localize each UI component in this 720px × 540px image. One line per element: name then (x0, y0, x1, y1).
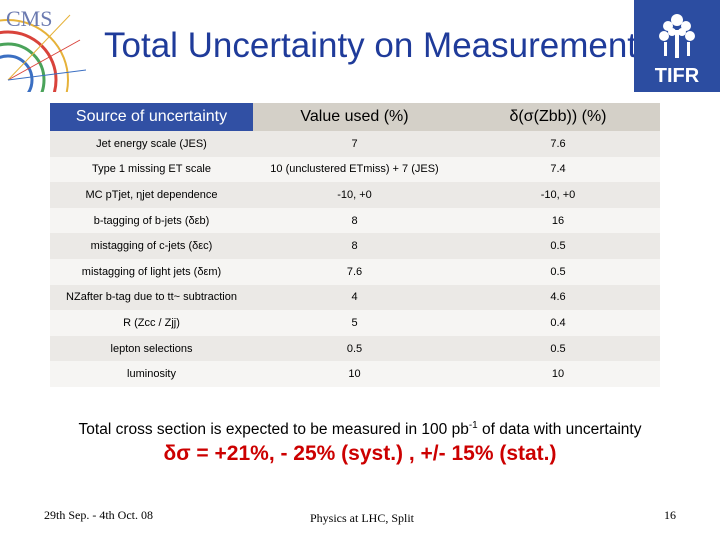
cell-source: NZafter b-tag due to tt~ subtraction (50, 284, 253, 311)
cell-source: b-tagging of b-jets (δεb) (50, 207, 253, 234)
cell-value: 5 (253, 310, 456, 336)
cell-delta: 0.4 (456, 310, 660, 336)
cell-value: 8 (253, 207, 456, 234)
cms-logo: CMS (0, 0, 87, 141)
header-value-used: Value used (%) (253, 103, 456, 131)
cell-delta: -10, +0 (456, 182, 660, 208)
cell-delta: 7.4 (456, 156, 660, 183)
page-title: Total Uncertainty on Measurement (104, 26, 638, 65)
cell-value: -10, +0 (253, 182, 456, 208)
footer-date: 29th Sep. - 4th Oct. 08 (44, 508, 153, 522)
summary-sup: -1 (468, 420, 478, 431)
page-number: 16 (664, 508, 676, 522)
cell-source: R (Zcc / Zjj) (50, 310, 253, 336)
table-row: NZafter b-tag due to tt~ subtraction 4 4… (50, 284, 660, 311)
tifr-logo-text: TIFR (655, 65, 700, 87)
cell-delta: 0.5 (456, 258, 660, 285)
cell-value: 7.6 (253, 258, 456, 285)
cell-delta: 7.6 (456, 131, 660, 157)
table-row: MC pTjet, ηjet dependence -10, +0 -10, +… (50, 182, 660, 208)
tifr-logo: TIFR (634, 0, 720, 92)
uncertainty-result: δσ = +21%, - 25% (syst.) , +/- 15% (stat… (163, 442, 557, 465)
table-row: Type 1 missing ET scale 10 (unclustered … (50, 156, 660, 183)
cell-delta: 0.5 (456, 233, 660, 259)
summary-text: Total cross section is expected to be me… (0, 420, 720, 439)
cms-logo-text: CMS (6, 6, 52, 31)
cell-delta: 16 (456, 207, 660, 234)
cell-value: 10 (unclustered ETmiss) + 7 (JES) (253, 156, 456, 183)
header-source: Source of uncertainty (50, 103, 253, 131)
table-row: Jet energy scale (JES) 7 7.6 (50, 131, 660, 157)
cell-source: Type 1 missing ET scale (50, 156, 253, 183)
cell-delta: 0.5 (456, 335, 660, 362)
cell-source: Jet energy scale (JES) (50, 131, 253, 157)
cell-value: 0.5 (253, 335, 456, 362)
table-header-row: Source of uncertainty Value used (%) δ(σ… (50, 103, 660, 131)
summary-pre: Total cross section is expected to be me… (78, 421, 469, 439)
uncertainty-table: Source of uncertainty Value used (%) δ(σ… (50, 103, 660, 387)
header-delta-sigma: δ(σ(Zbb)) (%) (456, 103, 660, 131)
table-row: lepton selections 0.5 0.5 (50, 335, 660, 362)
table-row: mistagging of c-jets (δεc) 8 0.5 (50, 233, 660, 259)
cell-value: 10 (253, 361, 456, 387)
cell-delta: 10 (456, 361, 660, 387)
cell-value: 4 (253, 284, 456, 311)
cell-source: mistagging of light jets (δεm) (50, 258, 253, 285)
table-row: R (Zcc / Zjj) 5 0.4 (50, 310, 660, 336)
summary-post: of data with uncertainty (477, 421, 642, 439)
table-row: luminosity 10 10 (50, 361, 660, 387)
cell-value: 7 (253, 131, 456, 157)
table-row: mistagging of light jets (δεm) 7.6 0.5 (50, 258, 660, 285)
cell-source: MC pTjet, ηjet dependence (50, 182, 253, 208)
cell-value: 8 (253, 233, 456, 259)
footer-event: Physics at LHC, Split (310, 511, 415, 525)
cell-source: luminosity (50, 361, 253, 387)
cell-delta: 4.6 (456, 284, 660, 311)
cell-source: mistagging of c-jets (δεc) (50, 233, 253, 259)
table-row: b-tagging of b-jets (δεb) 8 16 (50, 207, 660, 234)
cell-source: lepton selections (50, 335, 253, 362)
